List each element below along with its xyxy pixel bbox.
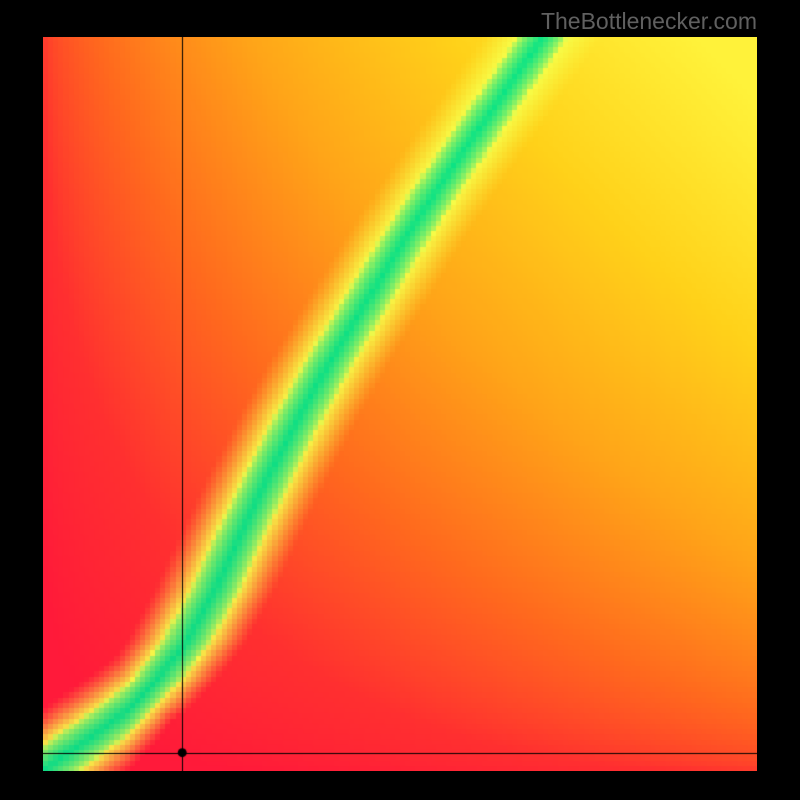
chart-container: TheBottlenecker.com (0, 0, 800, 800)
bottleneck-heatmap (43, 37, 757, 771)
watermark-text: TheBottlenecker.com (541, 8, 757, 35)
